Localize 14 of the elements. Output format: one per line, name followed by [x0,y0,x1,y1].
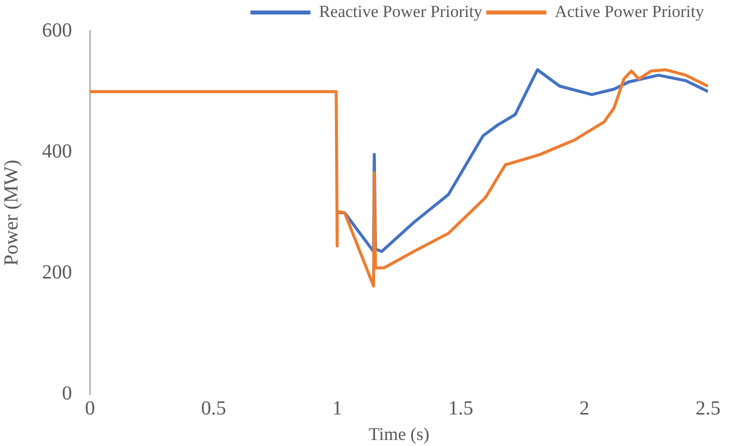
x-tick-label: 1.5 [448,398,474,420]
legend-label: Reactive Power Priority [318,2,483,21]
x-tick-label: 0 [85,398,95,420]
y-tick-label: 200 [42,262,72,284]
y-axis-title: Power (MW) [0,160,22,266]
legend-label: Active Power Priority [554,2,704,21]
x-tick-label: 2.5 [696,398,720,420]
x-tick-label: 2 [579,398,590,420]
y-tick-label: 600 [42,19,72,42]
y-tick-label: 0 [62,382,72,405]
x-axis-title: Time (s) [368,424,430,444]
x-tick-label: 1 [332,398,342,420]
y-tick-label: 400 [42,140,72,162]
x-tick-label: 0.5 [201,398,226,420]
